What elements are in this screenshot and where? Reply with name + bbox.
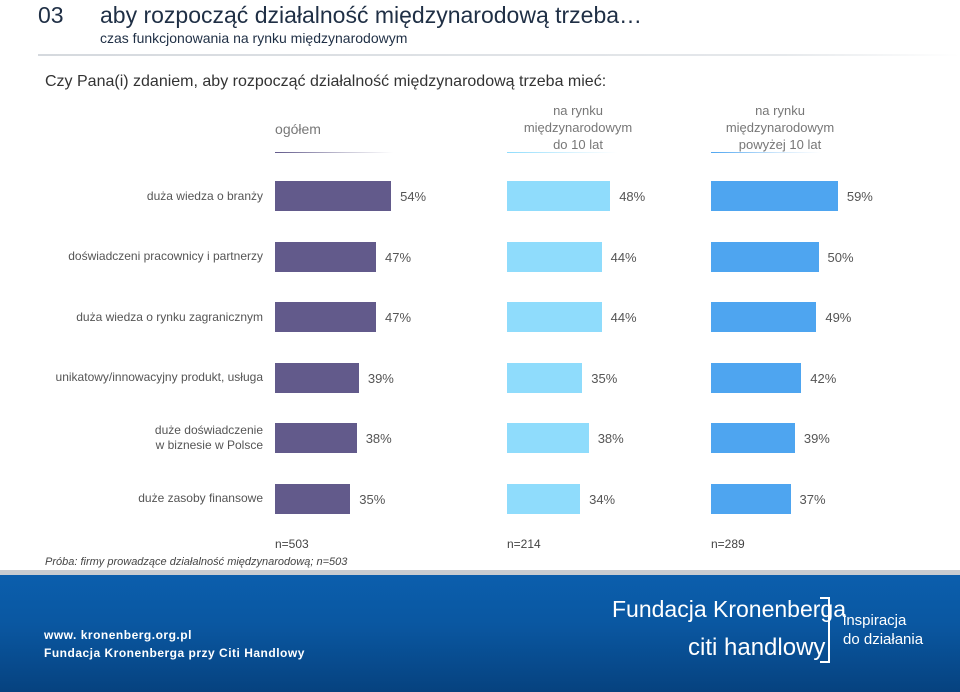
data-label: 49% [825,310,852,325]
foundation-logo: Fundacja Kronenberga [612,596,846,622]
footer-organization: Fundacja Kronenberga przy Citi Handlowy [44,646,305,660]
sample-size-powyzej10: n=289 [711,537,745,551]
sample-note: Próba: firmy prowadzące działalność międ… [45,556,348,568]
data-label: 39% [367,370,394,386]
column-header-line: powyżej 10 lat [738,137,822,152]
row-label: duże doświadczenie w biznesie w Polsce [155,423,263,453]
row-label-line: duża wiedza o branży [146,188,263,203]
data-label: 38% [365,431,392,446]
row-label: unikatowy/innowacyjny produkt, usługa [56,370,263,385]
sample-size-do10: n=214 [507,537,541,551]
data-label: 42% [810,370,837,386]
bar-ogolem [275,362,359,393]
row-label-line: duże zasoby finansowe [138,491,263,505]
bar-powyzej10 [711,241,819,272]
row-label-line: duże doświadczenie [154,423,263,437]
bar-do10 [507,181,611,211]
sample-size-ogolem: n=503 [275,537,309,551]
column-header-ogolem: ogółem [248,104,348,155]
data-label: 54% [400,189,427,204]
row-label-line: w biznesie w Polsce [155,438,263,452]
bar-powyzej10 [711,423,795,453]
row-label-line: duża wiedza o rynku zagranicznym [76,309,263,324]
row-label: doświadczeni pracownicy i partnerzy [68,249,263,264]
column-underline [275,152,393,153]
header-divider [38,54,960,56]
bar-do10 [507,241,602,272]
bar-do10 [507,362,583,393]
footer-url[interactable]: www. kronenberg.org.pl [44,628,192,642]
row-label: duża wiedza o rynku zagranicznym [76,310,263,325]
tagline-line: inspiracja [843,612,907,629]
data-label: 35% [359,491,386,507]
bar-ogolem [275,241,377,272]
column-underline [711,152,821,153]
page-title: aby rozpocząć działalność międzynarodową… [100,2,643,28]
row-label-line: unikatowy/innowacyjny produkt, usługa [55,370,263,384]
bar-ogolem [275,423,357,453]
column-header-line: międzynarodowym [523,120,633,135]
citi-handlowy-logo: citi handlowy [688,634,826,661]
column-header-line: na rynku [755,103,805,118]
row-label: duże zasoby finansowe [138,491,263,506]
bar-powyzej10 [711,181,838,211]
slide-number: 03 [38,2,64,28]
data-label: 39% [803,431,830,446]
column-header-line: międzynarodowym [725,120,835,135]
data-label: 48% [619,189,646,204]
data-label: 44% [610,310,637,325]
data-label: 38% [597,431,624,446]
data-label: 35% [591,370,618,386]
footer-divider [0,570,960,575]
data-label: 37% [799,491,826,507]
survey-question: Czy Pana(i) zdaniem, aby rozpocząć dział… [45,73,607,90]
column-underline [507,152,617,153]
data-label: 50% [827,249,854,265]
bar-ogolem [275,302,377,332]
data-label: 44% [610,249,637,265]
column-header-line: do 10 lat [553,137,603,152]
tagline-line: do działania [843,631,924,648]
bar-powyzej10 [711,483,791,514]
row-label-line: doświadczeni pracownicy i partnerzy [68,249,263,263]
bar-do10 [507,302,602,332]
data-label: 34% [589,491,616,507]
data-label: 59% [846,189,873,204]
data-label: 47% [385,249,412,265]
row-label: duża wiedza o branży [147,189,263,204]
logo-bracket [820,597,830,663]
tagline: inspiracja do działania [843,611,923,649]
column-header-line: ogółem [275,121,321,137]
bar-do10 [507,423,589,453]
column-header-line: na rynku [553,103,603,118]
column-header-line [248,104,348,121]
page-subtitle: czas funkcjonowania na rynku międzynarod… [100,30,408,46]
bar-powyzej10 [711,362,802,393]
footer-band [0,570,960,692]
bar-do10 [507,483,581,514]
column-header-do10: na rynku międzynarodowym do 10 lat [498,102,658,153]
column-header-powyzej10: na rynku międzynarodowym powyżej 10 lat [700,102,860,153]
data-label: 47% [385,310,412,325]
bar-ogolem [275,483,351,514]
bar-powyzej10 [711,302,817,332]
bar-ogolem [275,181,392,211]
